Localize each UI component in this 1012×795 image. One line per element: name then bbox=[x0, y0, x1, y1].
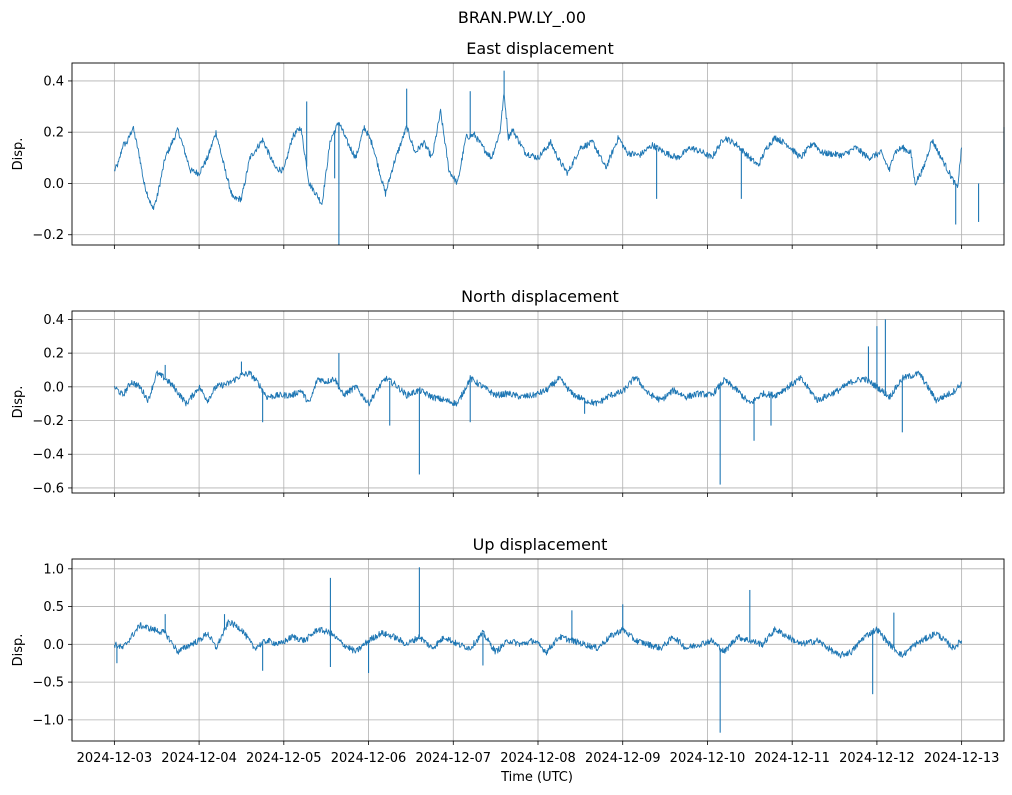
y-tick-label: 0.4 bbox=[43, 313, 64, 328]
y-tick-label: 0.0 bbox=[43, 638, 64, 653]
y-tick-label: −0.2 bbox=[32, 414, 64, 429]
axes-frame bbox=[71, 558, 1005, 742]
y-axis-label: Disp. bbox=[11, 634, 26, 667]
subplot-1: 0.4 0.2 0.0 −0.2 East displacement Disp. bbox=[11, 39, 1005, 249]
y-tick-label: −0.4 bbox=[32, 448, 64, 463]
subplot-title: East displacement bbox=[466, 39, 613, 58]
subplot-2: 0.4 0.2 0.0 −0.2 −0.4 −0.6 North displacement D… bbox=[11, 287, 1005, 497]
y-tick-label: −0.6 bbox=[32, 481, 64, 496]
x-tick-label: 2024-12-07 bbox=[415, 751, 491, 766]
y-tick-label: 0.5 bbox=[43, 600, 64, 615]
x-tick-label: 2024-12-08 bbox=[500, 751, 576, 766]
series-line-north bbox=[113, 370, 963, 407]
x-tick-label: 2024-12-05 bbox=[246, 751, 322, 766]
x-tick-label: 2024-12-06 bbox=[331, 751, 407, 766]
y-tick-label: −0.2 bbox=[32, 228, 64, 243]
series-line-up bbox=[113, 619, 963, 659]
x-tick-label: 2024-12-12 bbox=[839, 751, 915, 766]
y-axis-label: Disp. bbox=[11, 386, 26, 419]
figure-title: BRAN.PW.LY_.00 bbox=[458, 8, 586, 28]
x-tick-label: 2024-12-09 bbox=[585, 751, 661, 766]
y-tick-label: −1.0 bbox=[32, 713, 64, 728]
axes-frame bbox=[71, 310, 1005, 494]
subplot-3: 2024-12-03 2024-12-04 2024-12-05 2024-12-06… bbox=[11, 535, 1005, 766]
subplot-title: North displacement bbox=[461, 287, 619, 306]
y-tick-label: 0.4 bbox=[43, 74, 64, 89]
y-tick-label: 1.0 bbox=[43, 562, 64, 577]
x-tick-label: 2024-12-03 bbox=[77, 751, 153, 766]
x-tick-label: 2024-12-10 bbox=[670, 751, 746, 766]
x-axis-label: Time (UTC) bbox=[500, 770, 573, 785]
x-tick-label: 2024-12-11 bbox=[754, 751, 830, 766]
y-tick-label: 0.2 bbox=[43, 347, 64, 362]
y-tick-label: −0.5 bbox=[32, 676, 64, 691]
x-tick-label: 2024-12-13 bbox=[924, 751, 1000, 766]
y-tick-label: 0.2 bbox=[43, 126, 64, 141]
axes-frame bbox=[71, 62, 1005, 246]
y-axis-label: Disp. bbox=[11, 138, 26, 171]
y-tick-label: 0.0 bbox=[43, 177, 64, 192]
x-tick-label: 2024-12-04 bbox=[161, 751, 237, 766]
y-tick-label: 0.0 bbox=[43, 380, 64, 395]
subplot-title: Up displacement bbox=[473, 535, 608, 554]
series-line-east bbox=[113, 93, 963, 211]
